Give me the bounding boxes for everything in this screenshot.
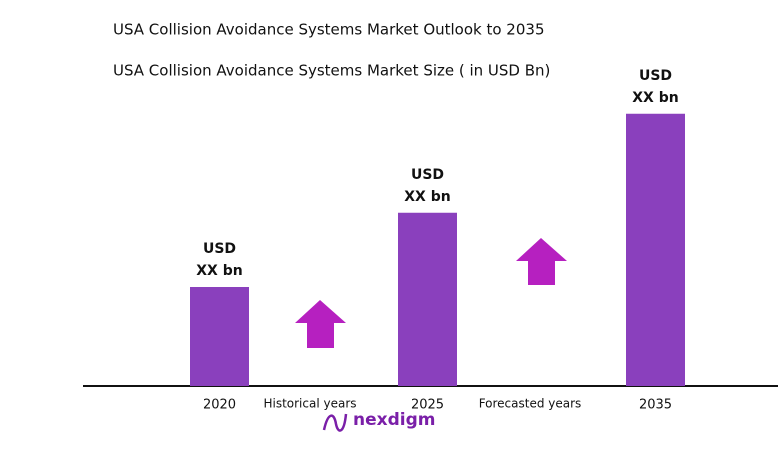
bar: [398, 212, 457, 386]
chart-title: USA Collision Avoidance Systems Market O…: [113, 21, 544, 39]
logo-text: nexdigm: [353, 410, 435, 430]
value-label: USD: [639, 68, 672, 84]
value-label: XX bn: [632, 90, 678, 106]
logo-icon: [322, 413, 348, 432]
annotation: Historical years: [263, 397, 356, 411]
x-tick-label: 2035: [639, 398, 672, 413]
value-label: XX bn: [196, 263, 242, 279]
x-tick-label: 2020: [203, 398, 236, 413]
x-tick-label: 2025: [411, 398, 444, 413]
chart-subtitle: USA Collision Avoidance Systems Market S…: [113, 62, 550, 80]
growth-arrow: [295, 300, 346, 348]
value-label: USD: [203, 241, 236, 257]
bar: [190, 287, 249, 386]
annotation: Forecasted years: [479, 397, 582, 411]
growth-arrow: [516, 238, 567, 285]
bar: [626, 113, 685, 386]
value-label: USD: [411, 167, 444, 183]
value-label: XX bn: [404, 189, 450, 205]
